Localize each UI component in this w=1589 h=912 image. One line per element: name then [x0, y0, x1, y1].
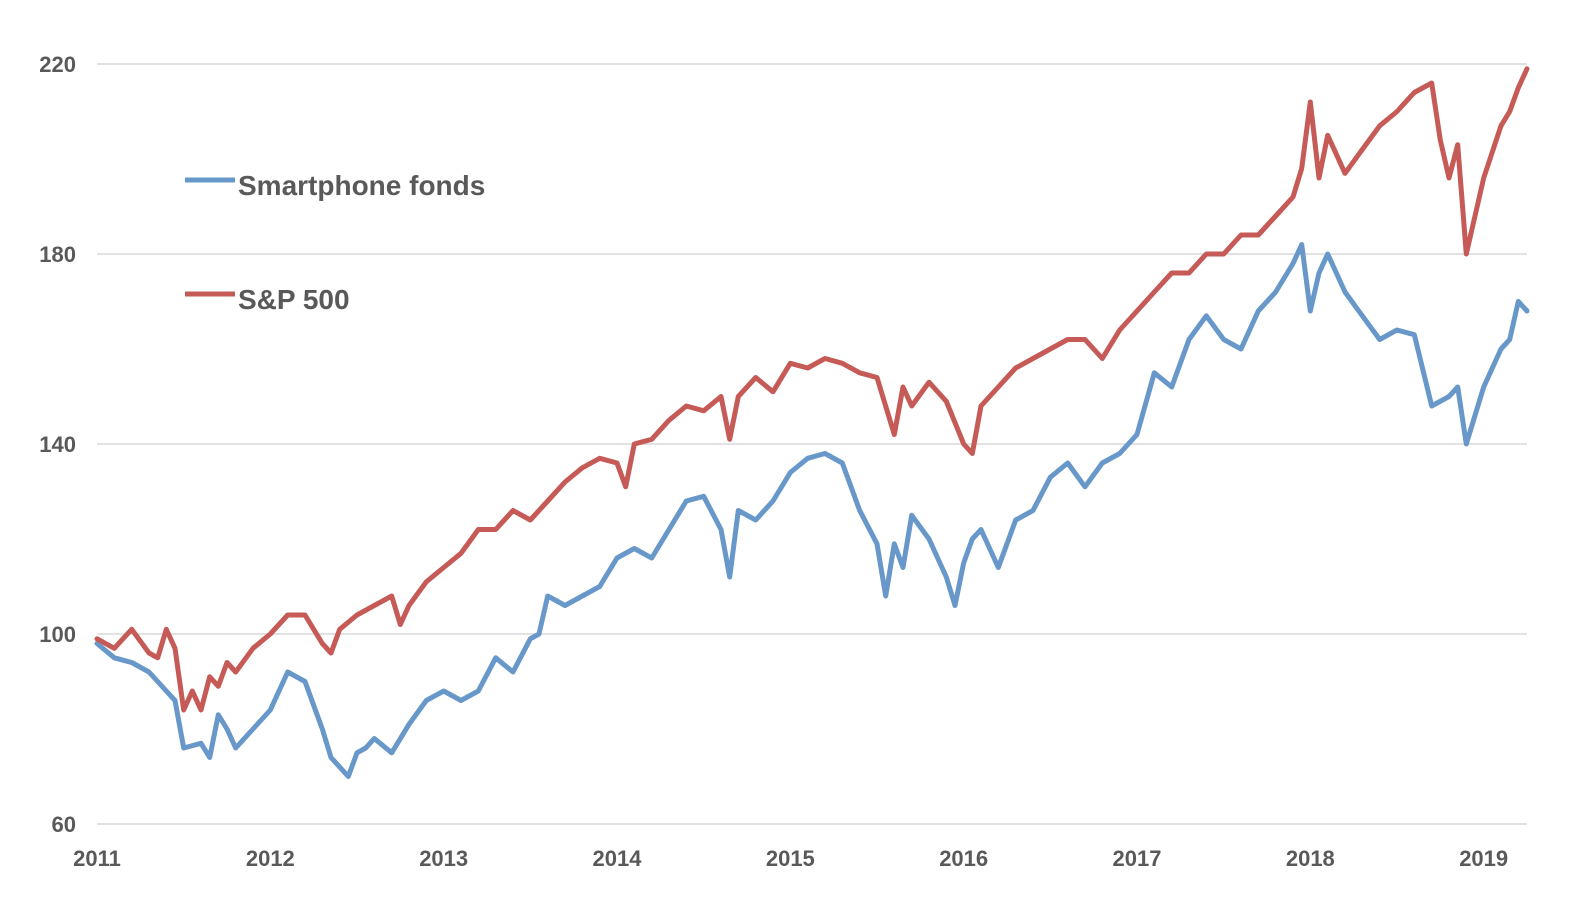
x-tick-label: 2011 [73, 846, 121, 871]
x-tick-label: 2012 [246, 846, 295, 871]
x-tick-label: 2013 [419, 846, 468, 871]
x-tick-label: 2014 [593, 846, 643, 871]
y-tick-label: 60 [52, 812, 76, 837]
x-tick-label: 2015 [766, 846, 815, 871]
x-tick-label: 2017 [1113, 846, 1162, 871]
y-tick-label: 100 [39, 622, 76, 647]
y-tick-label: 220 [39, 52, 76, 77]
legend-label-smartphone-fonds: Smartphone fonds [238, 170, 485, 201]
y-axis-ticks: 60 100 140 180 220 [39, 52, 76, 837]
series-line-smartphone-fonds [94, 242, 1530, 779]
x-tick-label: 2019 [1459, 846, 1508, 871]
y-tick-label: 140 [39, 432, 76, 457]
series-lines [94, 66, 1530, 779]
x-tick-label: 2018 [1286, 846, 1335, 871]
x-axis-ticks: 2011 2012 2013 2014 2015 2016 2017 2018 2019 [73, 846, 1508, 871]
legend-label-sp500: S&P 500 [238, 284, 350, 315]
x-tick-label: 2016 [939, 846, 988, 871]
y-tick-label: 180 [39, 242, 76, 267]
legend: Smartphone fonds S&P 500 [185, 170, 485, 315]
series-line-sp500 [94, 66, 1530, 713]
